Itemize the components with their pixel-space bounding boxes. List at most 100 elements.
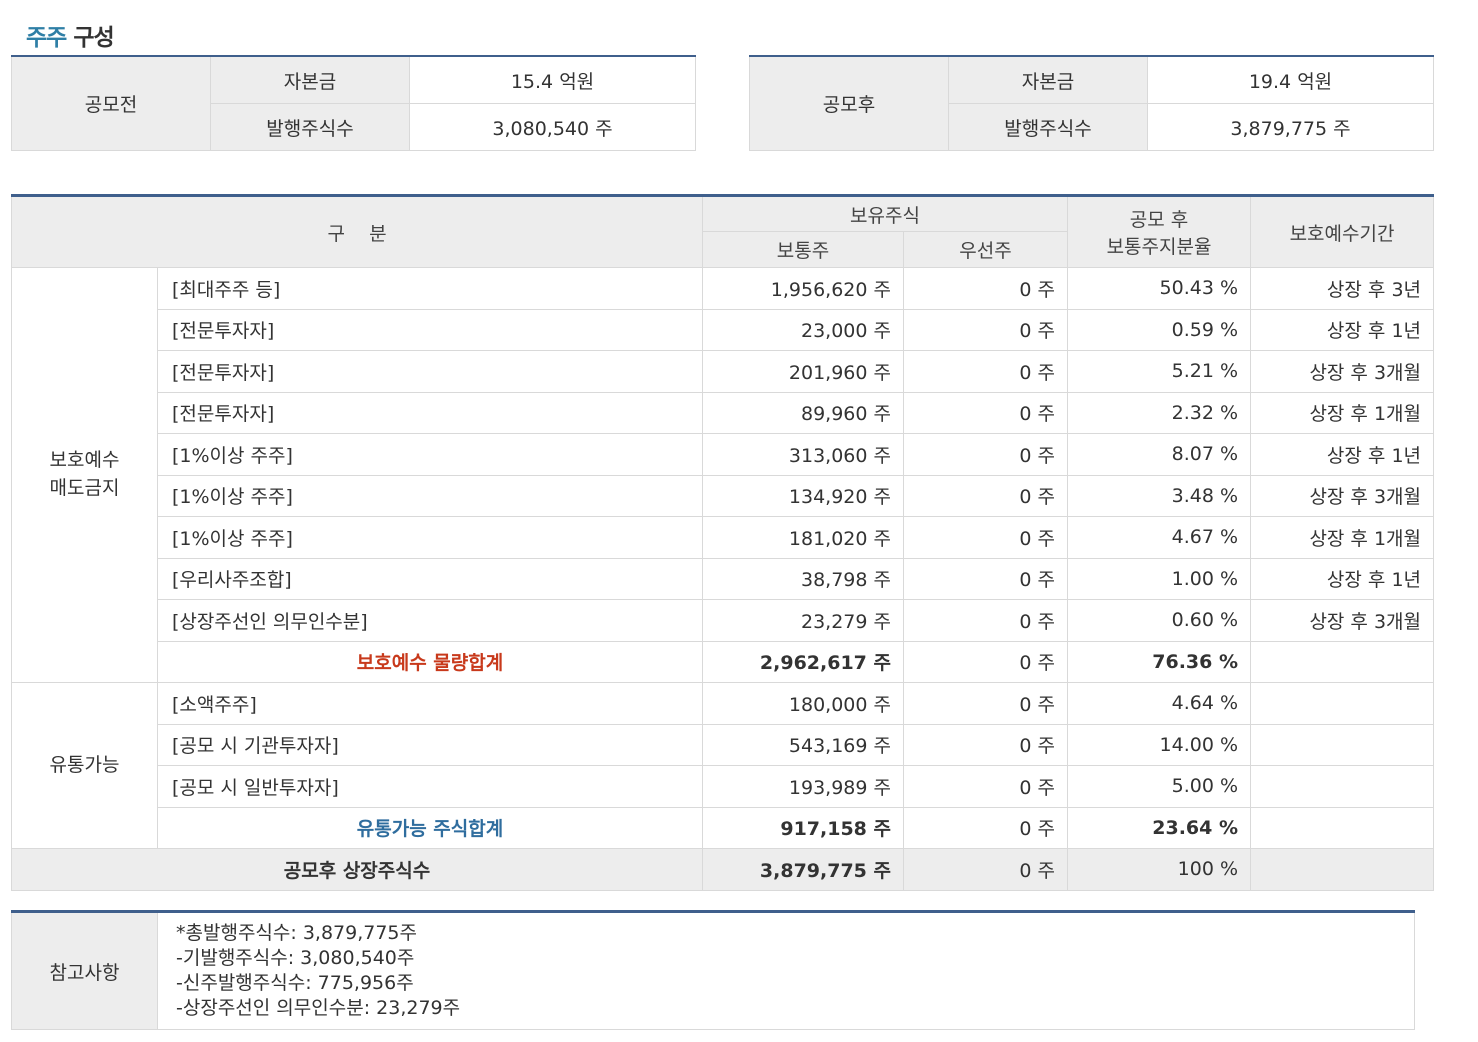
row-common: 23,279 주 [702,599,904,642]
post-shares-value: 3,879,775 주 [1147,103,1434,151]
post-offering-table: 공모후 자본금 19.4 억원 발행주식수 3,879,775 주 [749,55,1434,151]
row-common: 89,960 주 [702,391,904,434]
lockup-subtotal-preferred: 0 주 [902,640,1069,683]
table-row: [상장주선인 의무인수분] 23,279 주 0 주 0.60 % 상장 후 3… [12,599,1435,642]
tradable-subtotal-ratio: 23.64 % [1067,806,1252,849]
table-row: 유통가능 [소액주주] 180,000 주 0 주 4.64 % [11,682,1435,849]
row-period: 상장 후 1개월 [1250,391,1435,434]
section-title-accent: 주주 [26,25,67,51]
table-row: [우리사주조합] 38,798 주 0 주 1.00 % 상장 후 1년 [12,557,1435,600]
row-period: 상장 후 1년 [1250,433,1435,476]
pre-capital-value: 15.4 억원 [409,55,696,104]
row-preferred: 0 주 [902,599,1069,642]
row-period: 상장 후 3개월 [1250,599,1435,642]
row-preferred: 0 주 [902,474,1069,517]
row-ratio: 5.00 % [1067,765,1252,808]
row-period [1250,723,1435,766]
row-preferred: 0 주 [902,350,1069,393]
header-common: 보통주 [702,231,904,268]
row-period: 상장 후 1개월 [1250,516,1435,559]
notes-label: 참고사항 [11,911,158,1030]
table-row: [전문투자자] 89,960 주 0 주 2.32 % 상장 후 1개월 [12,391,1435,434]
tradable-subtotal-preferred: 0 주 [902,806,1069,849]
lockup-subtotal-row: 보호예수 물량합계 2,962,617 주 0 주 76.36 % [12,640,1435,683]
row-name: [최대주주 등] [157,267,703,310]
section-title-rest: 구성 [66,25,114,51]
tradable-subtotal-period [1250,806,1435,849]
row-preferred: 0 주 [902,433,1069,476]
row-ratio: 5.21 % [1067,350,1252,393]
row-preferred: 0 주 [902,516,1069,559]
row-common: 38,798 주 [702,557,904,600]
note-line: -신주발행주식수: 775,956주 [176,972,414,994]
note-line: -기발행주식수: 3,080,540주 [176,947,415,969]
table-row: [공모 시 일반투자자] 193,989 주 0 주 5.00 % [12,765,1435,808]
tradable-subtotal-common: 917,158 주 [702,806,904,849]
table-row: 보호예수 매도금지 [최대주주 등] 1,956,620 주 0 주 50.43… [11,267,1435,683]
row-ratio: 3.48 % [1067,474,1252,517]
row-common: 313,060 주 [702,433,904,476]
note-line: -상장주선인 의무인수분: 23,279주 [176,997,461,1019]
tradable-group-label: 유통가능 [11,682,158,849]
row-preferred: 0 주 [902,557,1069,600]
row-period: 상장 후 3년 [1250,267,1435,310]
row-name: [1%이상 주주] [157,516,703,559]
lockup-subtotal-common: 2,962,617 주 [702,640,904,683]
shareholder-table: 구 분 보유주식 공모 후 보통주지분율 보호예수기간 보통주 우선주 보호예수… [11,194,1435,891]
row-preferred: 0 주 [902,391,1069,434]
pre-shares-label: 발행주식수 [210,103,410,151]
pre-offering-table: 공모전 자본금 15.4 억원 발행주식수 3,080,540 주 [11,55,696,151]
total-preferred: 0 주 [902,848,1069,891]
row-ratio: 0.60 % [1067,599,1252,642]
row-name: [소액주주] [157,682,703,725]
post-shares-label: 발행주식수 [948,103,1148,151]
header-holdings: 보유주식 [701,195,1069,232]
row-period: 상장 후 1년 [1250,557,1435,600]
table-row: [전문투자자] 23,000 주 0 주 0.59 % 상장 후 1년 [12,308,1435,351]
header-ratio-line2: 보통주지분율 [1106,236,1212,258]
row-common: 23,000 주 [702,308,904,351]
row-ratio: 0.59 % [1067,308,1252,351]
row-ratio: 4.67 % [1067,516,1252,559]
row-period [1250,765,1435,808]
row-ratio: 2.32 % [1067,391,1252,434]
lockup-group-label: 보호예수 매도금지 [11,267,158,683]
row-preferred: 0 주 [902,723,1069,766]
total-common: 3,879,775 주 [702,848,904,891]
table-row: [1%이상 주주] 313,060 주 0 주 8.07 % 상장 후 1년 [12,433,1435,476]
row-name: [전문투자자] [157,350,703,393]
lockup-subtotal-period [1250,640,1435,683]
header-ratio: 공모 후 보통주지분율 [1067,195,1252,268]
row-preferred: 0 주 [902,682,1069,725]
row-name: [상장주선인 의무인수분] [157,599,703,642]
row-name: [공모 시 기관투자자] [157,723,703,766]
lockup-subtotal-label: 보호예수 물량합계 [157,640,703,683]
row-ratio: 8.07 % [1067,433,1252,476]
table-row: [1%이상 주주] 181,020 주 0 주 4.67 % 상장 후 1개월 [12,516,1435,559]
note-line: *총발행주식수: 3,879,775주 [176,922,417,944]
row-name: [1%이상 주주] [157,474,703,517]
row-common: 134,920 주 [702,474,904,517]
tradable-subtotal-label: 유통가능 주식합계 [157,806,703,849]
lockup-subtotal-ratio: 76.36 % [1067,640,1252,683]
total-ratio: 100 % [1067,848,1252,891]
row-name: [전문투자자] [157,391,703,434]
post-capital-label: 자본금 [948,55,1148,104]
row-name: [우리사주조합] [157,557,703,600]
row-name: [1%이상 주주] [157,433,703,476]
header-preferred: 우선주 [902,231,1069,268]
row-preferred: 0 주 [902,267,1069,310]
row-ratio: 1.00 % [1067,557,1252,600]
notes-content: *총발행주식수: 3,879,775주 -기발행주식수: 3,080,540주 … [157,911,1415,1030]
table-row: [전문투자자] 201,960 주 0 주 5.21 % 상장 후 3개월 [12,350,1435,393]
row-ratio: 14.00 % [1067,723,1252,766]
row-ratio: 4.64 % [1067,682,1252,725]
row-common: 181,020 주 [702,516,904,559]
total-row: 공모후 상장주식수 3,879,775 주 0 주 100 % [11,848,1435,891]
row-common: 543,169 주 [702,723,904,766]
post-capital-value: 19.4 억원 [1147,55,1434,104]
row-common: 201,960 주 [702,350,904,393]
header-lockup: 보호예수기간 [1250,195,1435,268]
lockup-group-label-line1: 보호예수 [49,449,120,472]
lockup-group-label-line2: 매도금지 [49,477,120,499]
